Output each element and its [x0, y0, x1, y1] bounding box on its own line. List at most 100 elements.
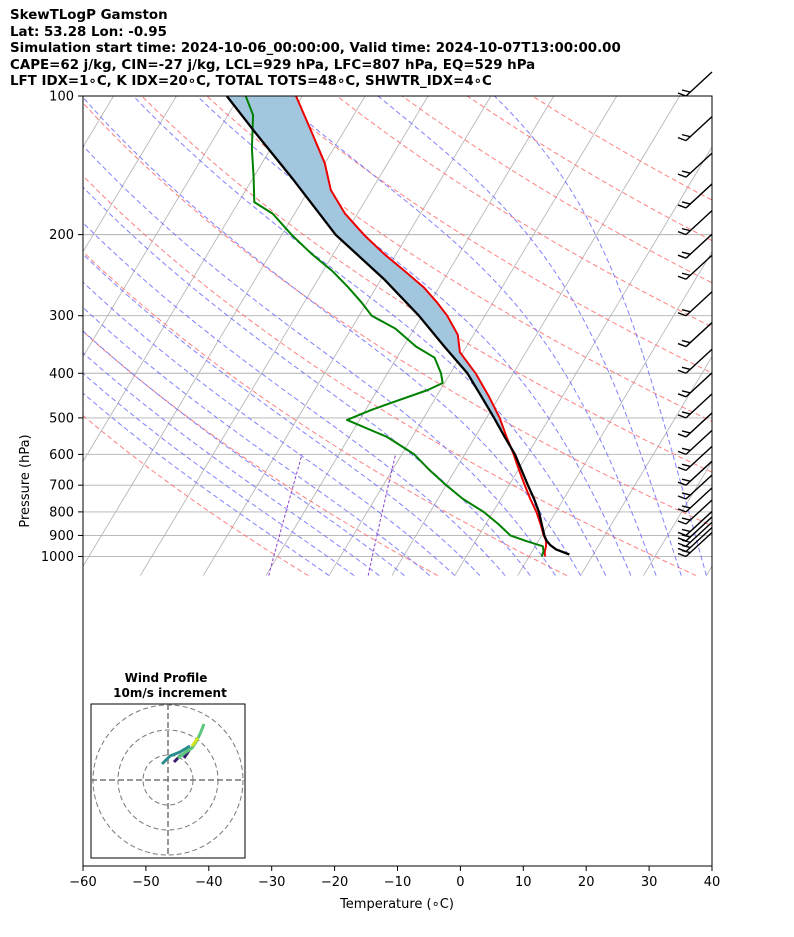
isotherm-line [265, 96, 555, 576]
barb-staff [685, 510, 713, 536]
wind-barb [677, 233, 713, 259]
barb-flag [677, 433, 687, 438]
barb-flag [677, 481, 687, 486]
barb-staff [685, 71, 713, 97]
wind-barb [677, 152, 713, 178]
y-tick-label: 200 [49, 228, 74, 243]
barb-flag [677, 204, 687, 209]
barb-flag [681, 251, 691, 255]
y-tick-label: 400 [49, 367, 74, 382]
hodograph-trace-top [190, 737, 200, 747]
barb-flag [681, 366, 691, 370]
isotherm-line [643, 460, 712, 576]
cape-area [226, 96, 504, 430]
barb-staff [685, 474, 713, 500]
x-tick-label: −50 [132, 875, 159, 890]
barb-staff [685, 291, 713, 317]
barb-flag [677, 537, 687, 542]
y-axis-ticks: 100 200 300 400 500 600 700 800 900 1000 [41, 90, 83, 565]
barb-flag [681, 411, 691, 415]
x-tick-label: 40 [704, 875, 721, 890]
moist-adiabat [83, 306, 431, 576]
isotherm-line [391, 96, 681, 576]
profile-lines [225, 96, 570, 557]
chart-header: SkewTLogP Gamston Lat: 53.28 Lon: -0.95 … [10, 8, 621, 91]
dewpoint-line [244, 96, 545, 557]
barb-staff [685, 152, 713, 178]
moist-adiabat [83, 352, 380, 576]
barb-flag [681, 517, 691, 521]
wind-barb [677, 393, 713, 419]
wind-barb [677, 291, 713, 317]
wind-barb [677, 412, 713, 438]
barb-flag [681, 339, 691, 344]
barb-flag [677, 495, 687, 500]
wind-barb [677, 510, 713, 537]
barb-flag [681, 89, 691, 93]
barb-flag [681, 201, 691, 205]
wind-barb [677, 372, 713, 398]
y-axis-label: Pressure (hPa) [18, 434, 33, 527]
simulation-times: Simulation start time: 2024-10-06_00:00:… [10, 41, 621, 56]
barb-flag [677, 542, 687, 547]
barb-staff [685, 460, 713, 486]
x-tick-label: −20 [321, 875, 348, 890]
barb-staff [685, 516, 713, 542]
barb-staff [685, 348, 713, 374]
barb-staff [685, 412, 713, 438]
moist-adiabat [83, 96, 582, 576]
wind-barb [677, 516, 713, 542]
barb-staff [685, 393, 713, 419]
isotherm-line [139, 96, 429, 576]
isotherm-line [580, 355, 712, 576]
wind-barb [677, 429, 713, 456]
y-tick-label: 100 [49, 90, 74, 105]
moist-adiabat [83, 372, 355, 577]
barb-flag [681, 505, 691, 509]
wind-barb [677, 71, 713, 97]
moist-adiabat [83, 330, 405, 576]
isotherm-line [83, 96, 240, 358]
dry-adiabat [83, 414, 309, 577]
barb-flag [677, 173, 687, 178]
barb-flag [681, 390, 691, 394]
barb-flag [677, 508, 687, 513]
barb-flag [677, 312, 687, 317]
barb-flag [681, 528, 691, 533]
moist-adiabat [494, 96, 707, 576]
wind-barb [677, 322, 713, 348]
dry-adiabat [336, 96, 712, 328]
barb-flag [681, 133, 691, 138]
barb-flag [677, 414, 687, 419]
parcel-line [225, 96, 570, 556]
moist-adiabat [196, 96, 632, 576]
isotherm-line [83, 96, 366, 568]
dry-adiabat [83, 102, 712, 527]
barb-staff [685, 183, 713, 209]
barb-flag [677, 547, 687, 553]
barb-staff [685, 116, 713, 142]
barb-staff [685, 254, 713, 280]
y-tick-label: 600 [49, 448, 74, 463]
wind-profile-inset: Wind Profile 10m/s increment [90, 671, 246, 859]
barb-staff [685, 429, 713, 455]
barb-flag [681, 534, 691, 538]
dry-adiabat [83, 175, 697, 577]
barb-flag [681, 170, 691, 174]
x-axis-label: Temperature (∘C) [339, 897, 454, 912]
moist-adiabat [83, 253, 481, 576]
barb-flag [677, 450, 687, 456]
barb-flag [677, 275, 687, 280]
dry-adiabat [141, 96, 712, 473]
barb-staff [685, 210, 713, 236]
isotherm-line [769, 75, 794, 576]
station-title: SkewTLogP Gamston [10, 8, 168, 23]
wind-barb [677, 116, 713, 142]
barb-flag [677, 230, 687, 236]
wind-barb [677, 499, 713, 525]
wind-barb [677, 348, 713, 374]
barb-flag [677, 369, 687, 374]
inset-title: Wind Profile [125, 671, 208, 685]
wind-barb [677, 183, 713, 209]
